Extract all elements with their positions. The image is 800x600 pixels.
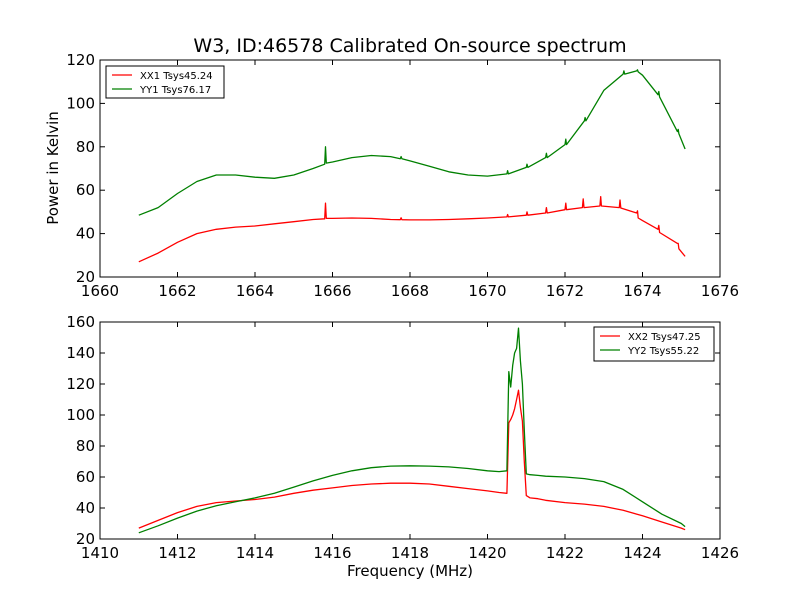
plot-area xyxy=(138,327,686,534)
x-tick-label: 1418 xyxy=(391,544,429,562)
y-tick-label: 80 xyxy=(76,437,95,455)
legend: XX2 Tsys47.25 YY2 Tsys55.22 xyxy=(593,326,715,362)
y-tick-label: 60 xyxy=(76,181,95,199)
series-line-xx2 xyxy=(138,389,686,531)
x-tick-label: 1676 xyxy=(701,282,739,300)
plot-area xyxy=(138,69,686,263)
series-line-yy1 xyxy=(138,69,686,216)
x-tick-label: 1414 xyxy=(236,544,274,562)
x-tick-label: 1662 xyxy=(158,282,196,300)
x-tick-label: 1672 xyxy=(546,282,584,300)
x-tick-label: 1666 xyxy=(313,282,351,300)
bottom-spectrum-panel: 1410 1412 1414 1416 1418 1420 1422 1424 1426 20 40… xyxy=(66,313,739,562)
y-tick-label: 20 xyxy=(76,530,95,548)
series-line-yy2 xyxy=(138,327,686,534)
x-tick-label: 1660 xyxy=(81,282,119,300)
x-tick-label: 1410 xyxy=(81,544,119,562)
x-tick-label: 1422 xyxy=(546,544,584,562)
y-tick-label: 100 xyxy=(66,406,95,424)
y-tick-label: 100 xyxy=(66,94,95,112)
x-tick-label: 1416 xyxy=(313,544,351,562)
y-tick-label: 20 xyxy=(76,268,95,286)
y-tick-label: 60 xyxy=(76,468,95,486)
x-tick-label: 1670 xyxy=(468,282,506,300)
legend-box xyxy=(105,65,225,99)
y-tick-label: 120 xyxy=(66,51,95,69)
top-spectrum-panel: 1660 1662 1664 1666 1668 1670 1672 1674 1676 20 40… xyxy=(66,51,739,300)
series-line-xx1 xyxy=(138,196,686,263)
y-tick-label: 80 xyxy=(76,138,95,156)
x-tick-label: 1412 xyxy=(158,544,196,562)
legend-label: YY1 Tsys76.17 xyxy=(139,85,211,96)
legend-label: YY2 Tsys55.22 xyxy=(627,346,699,357)
y-tick-label: 40 xyxy=(76,225,95,243)
y-tick-label: 160 xyxy=(66,313,95,331)
y-tick-label: 140 xyxy=(66,344,95,362)
y-tick-label: 40 xyxy=(76,499,95,517)
chart-title: W3, ID:46578 Calibrated On-source spectr… xyxy=(193,35,626,57)
x-tick-label: 1420 xyxy=(468,544,506,562)
y-axis-title: Power in Kelvin xyxy=(44,111,62,225)
x-tick-label: 1668 xyxy=(391,282,429,300)
legend: XX1 Tsys45.24 YY1 Tsys76.17 xyxy=(105,65,225,99)
x-axis-title: Frequency (MHz) xyxy=(347,562,473,580)
x-tick-label: 1674 xyxy=(623,282,661,300)
y-tick-label: 120 xyxy=(66,375,95,393)
x-tick-label: 1426 xyxy=(701,544,739,562)
x-tick-label: 1424 xyxy=(623,544,661,562)
legend-label: XX1 Tsys45.24 xyxy=(140,71,213,82)
x-tick-label: 1664 xyxy=(236,282,274,300)
legend-box xyxy=(593,326,715,362)
legend-label: XX2 Tsys47.25 xyxy=(628,332,701,343)
